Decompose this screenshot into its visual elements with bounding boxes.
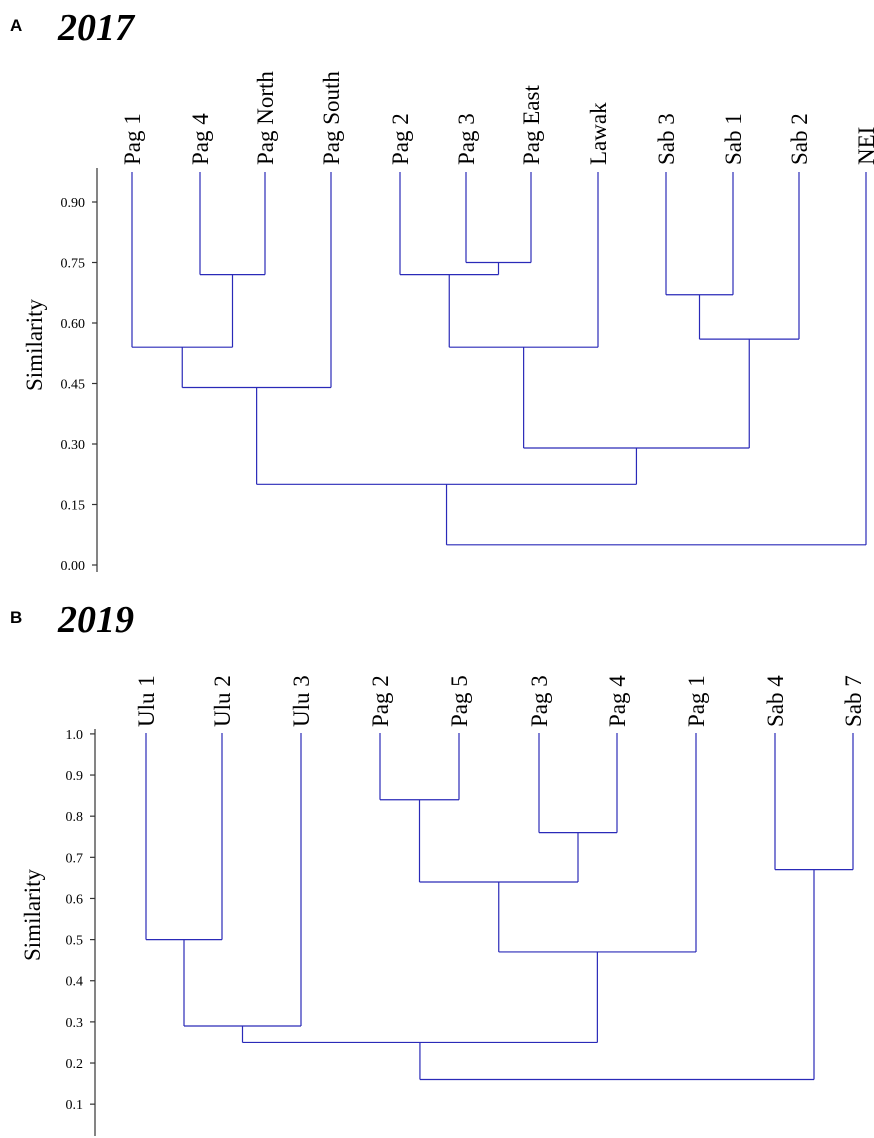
panel-b-leaf-label: Sab 4 xyxy=(763,675,788,727)
panel-b-leaf-label: Pag 3 xyxy=(527,675,552,727)
panel-b-leaf-label: Sab 7 xyxy=(841,675,866,727)
panel-b-y-tick-label: 0.5 xyxy=(66,934,84,949)
panel-b-y-tick-label: 0.4 xyxy=(66,975,84,990)
panel-a-leaf-label: Pag 3 xyxy=(454,113,479,165)
panel-b-leaf-label: Pag 5 xyxy=(447,675,472,727)
panel-a-y-tick-label: 0.30 xyxy=(61,438,86,453)
panel-a-y-tick-label: 0.90 xyxy=(61,196,86,211)
panel-a-y-tick-label: 0.60 xyxy=(61,317,86,332)
panel-a-leaf-label: Pag 2 xyxy=(388,113,413,165)
panel-a-leaf-label: Pag 4 xyxy=(188,113,213,165)
panel-a-letter: A xyxy=(10,16,23,35)
panel-b-y-tick-label: 0.9 xyxy=(66,769,84,784)
panel-b-leaf-label: Pag 2 xyxy=(368,675,393,727)
panel-b-y-tick-label: 0.7 xyxy=(66,851,84,866)
panel-b-y-tick-label: 0.3 xyxy=(66,1016,84,1031)
panel-b-leaf-label: Pag 1 xyxy=(684,675,709,727)
panel-a-leaf-label: Sab 3 xyxy=(654,113,679,165)
panel-a-leaf-label: Pag North xyxy=(253,71,278,165)
panel-a-leaf-label: NEI xyxy=(854,127,874,165)
panel-b-y-tick-label: 0.8 xyxy=(66,810,84,825)
panel-b-leaf-label: Ulu 1 xyxy=(134,675,159,727)
panel-b-letter: B xyxy=(10,608,23,627)
panel-b-leaf-label: Ulu 3 xyxy=(289,675,314,727)
panel-b-y-tick-label: 0.2 xyxy=(66,1057,84,1072)
panel-a-leaf-label: Lawak xyxy=(586,102,611,165)
panel-a-leaf-label: Pag 1 xyxy=(120,113,145,165)
panel-a-leaf-label: Pag South xyxy=(319,71,344,165)
panel-a-leaf-label: Sab 1 xyxy=(721,113,746,165)
dendrogram-2017: 0.90 0.75 0.60 0.45 0.30 0.15 0.00 Similarity Pa… xyxy=(22,71,874,574)
panel-b-leaf-label: Pag 4 xyxy=(605,675,630,727)
panel-a-y-axis-title: Similarity xyxy=(22,299,47,392)
panel-a-y-tick-label: 0.00 xyxy=(61,559,86,574)
panel-b-y-tick-label: 1.0 xyxy=(66,728,84,743)
panel-a-year: 2017 xyxy=(58,7,134,49)
panel-b-y-axis-title: Similarity xyxy=(20,869,45,962)
panel-b-year: 2019 xyxy=(58,599,134,641)
panel-a-leaf-label: Pag East xyxy=(519,85,544,165)
panel-b-y-tick-label: 0.6 xyxy=(66,892,84,907)
panel-b-y-tick-label: 0.1 xyxy=(66,1098,84,1113)
panel-a-leaf-label: Sab 2 xyxy=(787,113,812,165)
panel-a-y-tick-label: 0.45 xyxy=(61,378,86,393)
panel-a-y-tick-label: 0.75 xyxy=(61,257,86,272)
panel-b-leaf-label: Ulu 2 xyxy=(210,675,235,727)
panel-a-y-tick-label: 0.15 xyxy=(61,499,86,514)
